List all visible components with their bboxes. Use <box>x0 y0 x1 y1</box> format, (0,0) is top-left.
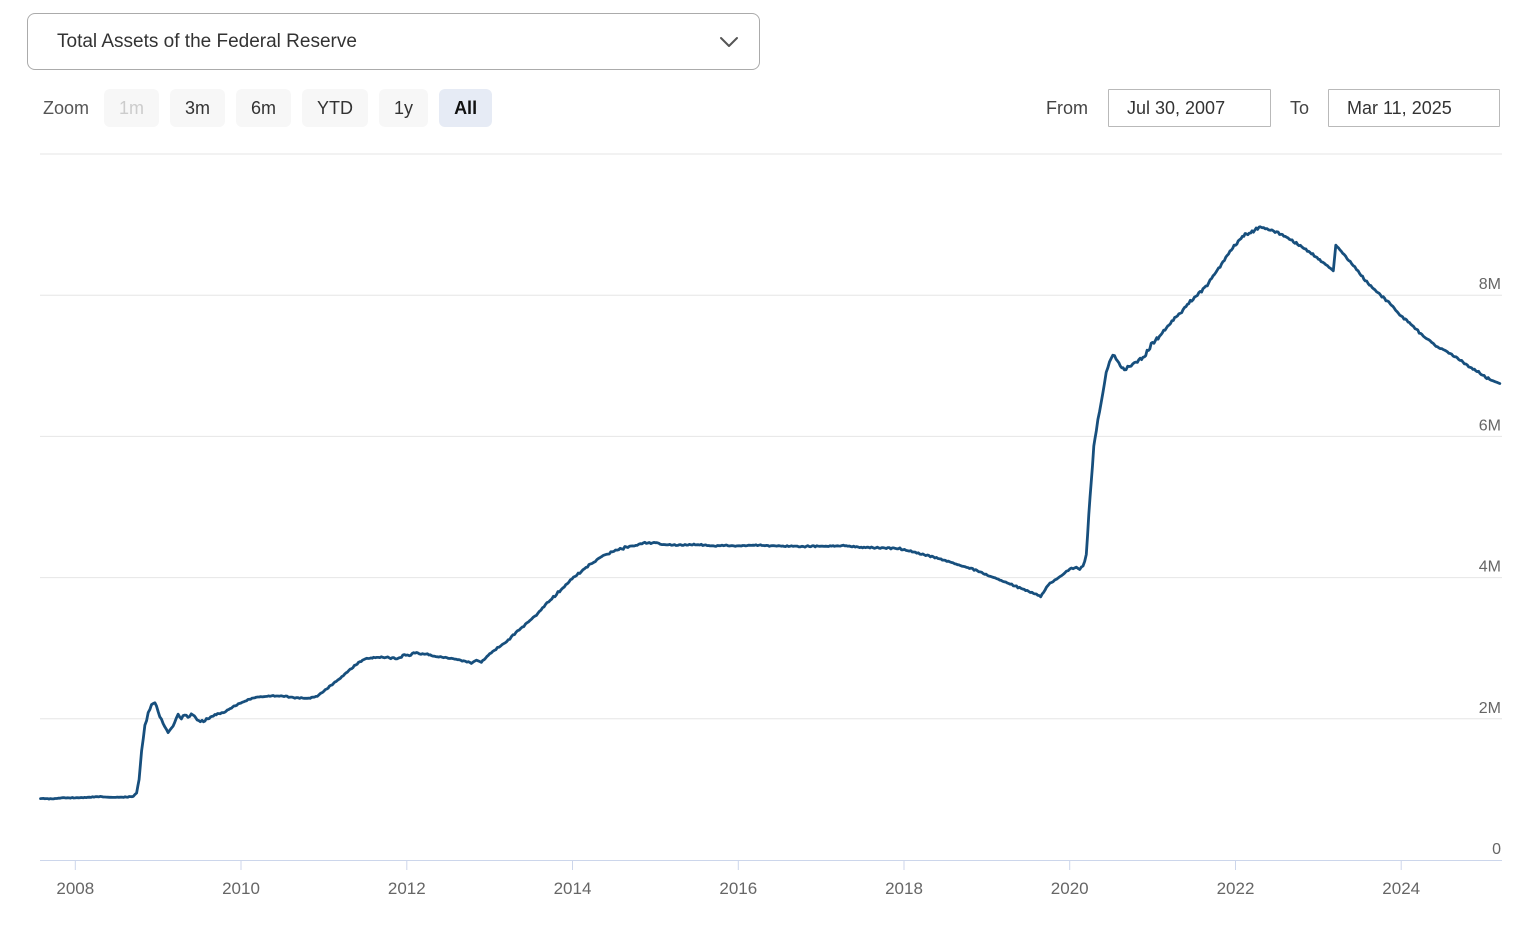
gridlines-layer <box>40 153 1502 720</box>
y-axis-label: 2M <box>1479 700 1501 717</box>
axes-layer <box>40 860 1502 870</box>
series-line-total-assets[interactable] <box>39 225 1502 801</box>
to-label: To <box>1290 98 1310 118</box>
x-axis-label: 2020 <box>1051 879 1089 898</box>
series-select-value: Total Assets of the Federal Reserve <box>57 30 357 52</box>
zoom-label: Zoom <box>43 98 90 118</box>
to-date-input[interactable] <box>1328 89 1500 127</box>
x-axis-label: 2024 <box>1382 879 1420 898</box>
x-axis-label: 2010 <box>222 879 260 898</box>
x-axis-label: 2008 <box>56 879 94 898</box>
x-axis-label: 2012 <box>388 879 426 898</box>
zoom-button-all[interactable]: All <box>439 89 493 127</box>
zoom-button-6m[interactable]: 6m <box>236 89 292 127</box>
y-axis-label: 0 <box>1492 841 1501 858</box>
y-axis-label: 8M <box>1479 276 1501 293</box>
zoom-buttons-group: 1m 3m 6m YTD 1y All <box>104 89 493 127</box>
x-axis-label: 2016 <box>719 879 757 898</box>
chevron-down-icon <box>719 36 739 48</box>
series-layer <box>39 225 1502 801</box>
x-axis-label: 2022 <box>1217 879 1255 898</box>
y-axis-label: 6M <box>1479 417 1501 434</box>
series-select-dropdown[interactable]: Total Assets of the Federal Reserve <box>27 13 760 70</box>
zoom-button-1m: 1m <box>104 89 160 127</box>
axis-labels-layer: 2008 2010 2012 2014 2016 2018 2020 2022 2024 0 2M 4… <box>56 276 1501 898</box>
zoom-button-1y[interactable]: 1y <box>379 89 429 127</box>
x-axis-label: 2014 <box>554 879 592 898</box>
from-label: From <box>1046 98 1088 118</box>
zoom-button-3m[interactable]: 3m <box>170 89 226 127</box>
zoom-button-ytd[interactable]: YTD <box>302 89 369 127</box>
from-date-input[interactable] <box>1108 89 1271 127</box>
x-axis-label: 2018 <box>885 879 923 898</box>
y-axis-label: 4M <box>1479 559 1501 576</box>
